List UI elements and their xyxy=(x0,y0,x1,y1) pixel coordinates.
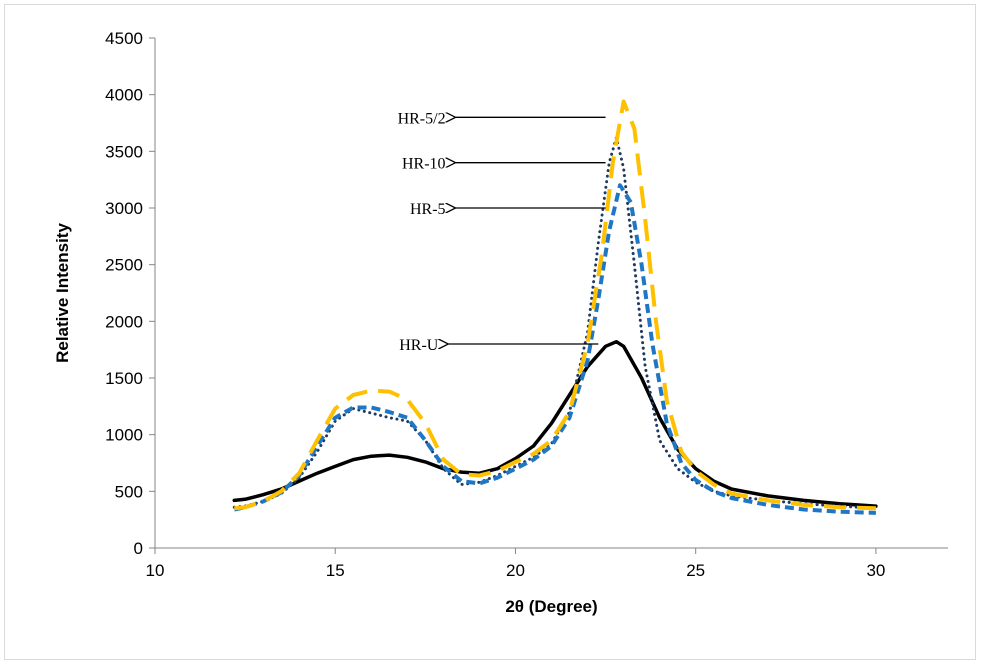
x-tick-label: 25 xyxy=(686,561,705,580)
y-tick-label: 500 xyxy=(115,482,143,501)
y-axis-title: Relative Intensity xyxy=(53,223,72,363)
y-tick-label: 3000 xyxy=(105,199,143,218)
chart-frame xyxy=(4,4,976,660)
y-tick-label: 1500 xyxy=(105,369,143,388)
series-line-hr-10 xyxy=(232,136,878,510)
annotation-hr-u: HR-U xyxy=(399,337,599,354)
annotation-hr-10: HR-10 xyxy=(402,156,606,173)
x-tick-label: 15 xyxy=(326,561,345,580)
annotation-label: HR-5 xyxy=(410,201,446,218)
y-tick-label: 3500 xyxy=(105,142,143,161)
y-tick-label: 0 xyxy=(134,539,143,558)
y-tick-label: 2500 xyxy=(105,256,143,275)
y-tick-label: 2000 xyxy=(105,312,143,331)
y-tick-label: 4500 xyxy=(105,29,143,48)
series-line-hr-u xyxy=(232,339,878,508)
y-tick-label: 1000 xyxy=(105,426,143,445)
annotation-hr-5: HR-5 xyxy=(410,201,606,218)
x-axis-title: 2θ (Degree) xyxy=(505,597,597,616)
x-tick-label: 10 xyxy=(146,561,165,580)
annotation-hr-5-2: HR-5/2 xyxy=(398,110,606,127)
series-layer xyxy=(232,99,878,515)
annotation-layer: HR-5/2 HR-10 HR-5 HR-U xyxy=(398,110,606,354)
series-line-hr-5 xyxy=(233,183,876,515)
series-line-hr-5-2 xyxy=(234,99,876,511)
x-tick-label: 30 xyxy=(866,561,885,580)
axes: 0 500 1000 1500 2000 2500 3000 3500 4000 4500 10 1… xyxy=(105,29,948,580)
annotation-label: HR-U xyxy=(399,337,439,354)
annotation-label: HR-5/2 xyxy=(398,110,446,127)
y-tick-label: 4000 xyxy=(105,86,143,105)
x-tick-label: 20 xyxy=(506,561,525,580)
annotation-label: HR-10 xyxy=(402,156,446,173)
